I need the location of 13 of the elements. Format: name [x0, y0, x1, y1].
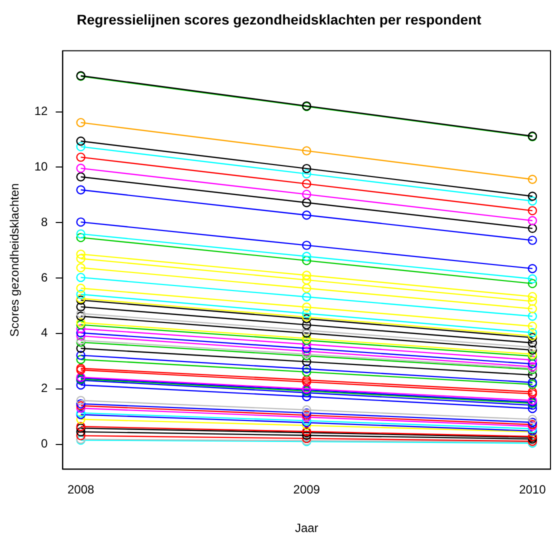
y-tick-label: 2 [41, 381, 48, 396]
y-tick-label: 8 [41, 214, 48, 229]
x-tick-label: 2009 [293, 482, 320, 497]
y-tick-label: 6 [41, 270, 48, 284]
y-tick-label: 10 [34, 159, 48, 174]
y-tick-label: 12 [34, 104, 48, 118]
x-tick-label: 2010 [519, 482, 546, 497]
y-axis-title: Scores gezondheidsklachten [8, 183, 22, 337]
x-tick-label: 2008 [67, 482, 94, 497]
chart-title: Regressielijnen scores gezondheidsklachten per respondent [76, 11, 482, 28]
y-tick-label: 4 [41, 326, 48, 340]
x-axis-title: Jaar [294, 521, 318, 536]
y-tick-label: 0 [41, 436, 48, 451]
